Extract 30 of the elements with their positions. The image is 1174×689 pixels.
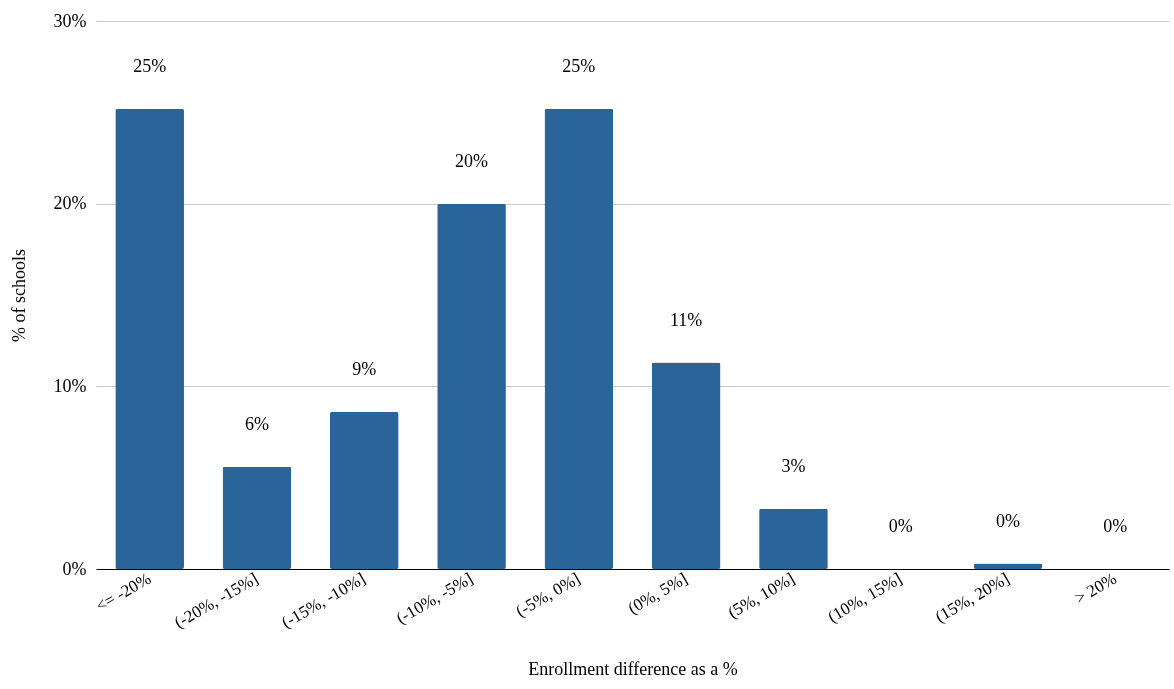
x-tick-label: (0%, 5%] [624, 568, 691, 618]
x-tick-label: (5%, 10%] [724, 568, 798, 623]
x-tick-label: (-5%, 0%] [512, 568, 584, 621]
data-label: 0% [996, 510, 1021, 531]
x-tick-label: (10%, 15%] [824, 568, 906, 627]
x-tick-label: <= -20% [92, 568, 155, 616]
data-label: 0% [888, 516, 913, 536]
y-tick-label: 30% [53, 10, 87, 31]
data-label: 20% [455, 150, 489, 171]
y-tick-label: 10% [53, 375, 87, 396]
x-axis-title: Enrollment difference as a % [528, 659, 738, 680]
data-label: 9% [352, 358, 377, 379]
bar [544, 108, 614, 569]
y-tick-label: 20% [53, 193, 87, 214]
bar [759, 508, 828, 569]
y-axis-title: % of schools [8, 249, 29, 342]
data-label: 3% [781, 455, 806, 476]
x-tick-label: > 20% [1071, 568, 1120, 608]
data-label: 25% [562, 55, 596, 76]
bar [437, 203, 506, 569]
data-label: 11% [669, 309, 703, 330]
data-label: 6% [244, 413, 269, 434]
bar [115, 108, 184, 569]
bar [222, 466, 292, 569]
data-label: 25% [133, 55, 167, 76]
x-tick-label: (15%, 20%] [931, 568, 1013, 627]
bar [329, 411, 399, 569]
y-tick-label: 0% [62, 558, 87, 579]
data-label: 0% [1103, 516, 1128, 536]
bar [651, 362, 721, 569]
